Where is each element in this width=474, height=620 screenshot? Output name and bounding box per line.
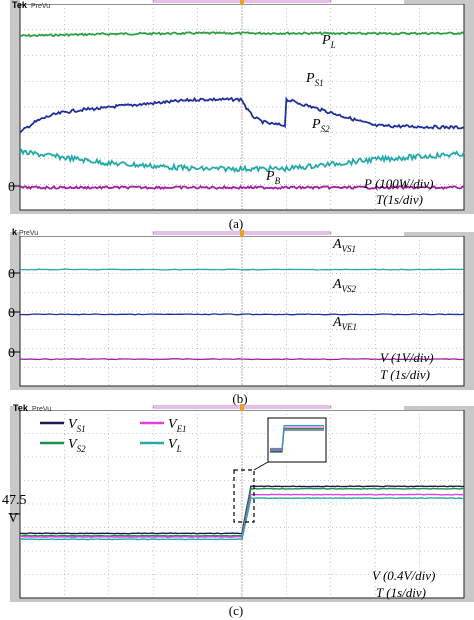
legend-label-VL: VL [168, 437, 182, 454]
legend-label-VS2: VS2 [68, 437, 86, 454]
scope-mode-c: PreVu [32, 406, 51, 413]
series-AVS1 [19, 268, 465, 271]
series-PS1 [19, 96, 465, 134]
series-AVE1 [19, 358, 465, 361]
label-AVS1: AVS1 [332, 237, 356, 254]
label-PL: PL [321, 33, 336, 50]
zero-marker-a: 0 [8, 180, 15, 195]
panel-label-a: (a) [229, 216, 243, 231]
zoom-inset [267, 417, 327, 463]
scale-label-a2: T(1s/div) [376, 192, 423, 207]
scope-status-patch [404, 232, 474, 236]
scale-label-b1: V (1V/div) [380, 350, 434, 365]
y-label-c-top: 47.5 [2, 493, 27, 508]
label-PB: PB [265, 169, 281, 186]
chart-a: Tek PreVu 0 PL PS1 PS2 PB P (100W/div) T… [8, 0, 474, 231]
series-PS2 [19, 148, 465, 174]
trigger-marker [240, 404, 244, 411]
zero-marker-b3: 0 [8, 346, 15, 361]
scope-status-patch [404, 406, 474, 410]
zero-marker-b1: 0 [8, 267, 15, 282]
y-label-c-bottom: V [8, 511, 18, 526]
label-PS2: PS2 [311, 117, 330, 134]
scope-mode-a: PreVu [31, 3, 50, 10]
series-PB [19, 184, 465, 191]
scope-mode-b: PreVu [19, 230, 38, 237]
chart-b: k PreVu 0 0 0 AVS1 AVS2 AVE1 V (1V/div) … [8, 227, 474, 406]
chart-c: Tek PreVu 47.5 V VS1 VS2 VE1 VL V (0.4V/div… [2, 403, 474, 618]
legend-c: VS1 VS2 VE1 VL [40, 417, 187, 454]
trigger-marker [240, 230, 244, 237]
series-AVS2 [19, 313, 465, 316]
label-AVE1: AVE1 [332, 315, 357, 332]
zoom-region [233, 469, 255, 523]
legend-label-VE1: VE1 [168, 417, 187, 434]
inset-frame [267, 417, 327, 463]
scope-brand-c: Tek [13, 403, 29, 413]
trigger-marker [240, 0, 244, 5]
scale-label-b2: T (1s/div) [380, 367, 430, 382]
scale-label-a1: P (100W/div) [363, 176, 433, 191]
inset-series-VL [270, 424, 324, 449]
scope-brand-a: Tek [12, 0, 28, 10]
series-PL [19, 31, 465, 38]
panel-label-b: (b) [232, 391, 247, 406]
scope-status-patch [404, 0, 474, 4]
scale-label-c1: V (0.4V/div) [372, 568, 435, 583]
label-AVS2: AVS2 [332, 277, 357, 294]
scale-label-c2: T (1s/div) [376, 585, 426, 600]
scope-brand-b: k [12, 227, 18, 237]
series-VL [19, 497, 464, 541]
label-PS1: PS1 [305, 71, 324, 88]
panel-label-c: (c) [229, 603, 243, 618]
legend-label-VS1: VS1 [68, 417, 86, 434]
zero-marker-b2: 0 [8, 306, 15, 321]
zoom-connector [253, 461, 269, 471]
